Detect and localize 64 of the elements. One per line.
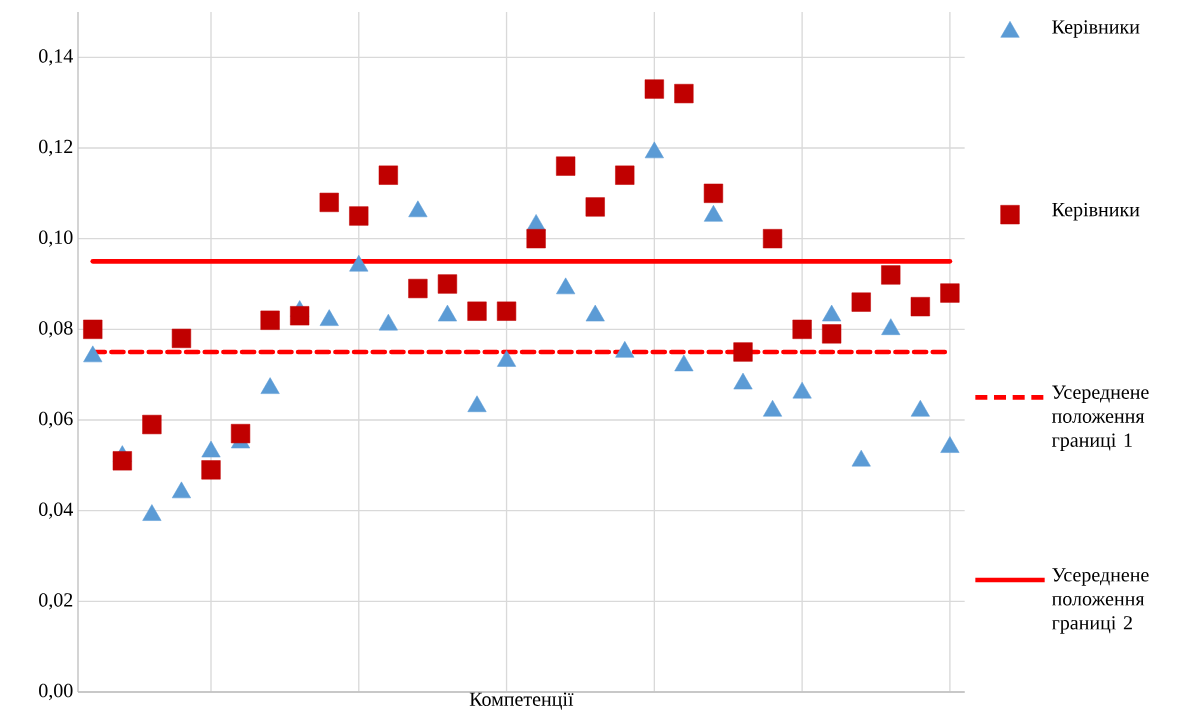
point xyxy=(408,200,428,218)
point xyxy=(822,304,842,322)
point xyxy=(910,297,930,317)
point xyxy=(349,254,369,272)
y-tick-label: 0,12 xyxy=(39,139,73,157)
y-tick-label: 0,04 xyxy=(39,502,73,519)
point xyxy=(940,283,960,303)
point xyxy=(585,197,605,217)
point xyxy=(733,372,753,390)
legend-label: Керівники xyxy=(1052,202,1140,221)
point xyxy=(260,310,280,330)
point xyxy=(290,306,310,326)
point xyxy=(703,183,724,203)
x-axis-title: Компетенції xyxy=(469,692,574,710)
point xyxy=(851,292,871,312)
point xyxy=(319,309,339,326)
y-tick-label: 0,02 xyxy=(39,593,73,610)
point xyxy=(940,436,960,453)
point xyxy=(792,381,812,399)
legend-label: Керівники xyxy=(1052,20,1140,38)
point xyxy=(467,395,487,412)
point xyxy=(644,79,664,99)
point xyxy=(822,324,842,344)
point xyxy=(378,313,398,331)
point xyxy=(615,165,635,185)
point xyxy=(408,278,428,299)
point xyxy=(378,165,398,185)
y-tick-label: 0,10 xyxy=(39,230,73,247)
point xyxy=(497,350,517,367)
point xyxy=(556,156,576,176)
point xyxy=(674,83,694,104)
point xyxy=(260,377,280,394)
legend-label: Усереднене положення границі 1 xyxy=(1051,385,1149,451)
point xyxy=(910,399,930,417)
point xyxy=(763,399,783,417)
y-tick-label: 0,08 xyxy=(39,321,73,338)
point xyxy=(467,301,487,321)
point xyxy=(762,229,783,249)
point xyxy=(615,341,635,358)
point xyxy=(171,328,192,348)
point xyxy=(556,277,576,295)
point xyxy=(437,304,457,322)
point xyxy=(881,265,901,285)
point xyxy=(319,192,339,212)
point xyxy=(526,229,546,249)
point xyxy=(437,274,458,294)
y-tick-label: 0,14 xyxy=(39,49,73,66)
point xyxy=(201,440,221,458)
point xyxy=(83,345,103,363)
point xyxy=(733,342,753,362)
point xyxy=(792,319,812,339)
point xyxy=(349,206,369,226)
point xyxy=(142,504,162,521)
point xyxy=(881,318,901,335)
legend-label: Усереднене положення границі 2 xyxy=(1051,568,1149,634)
point xyxy=(171,481,191,499)
point xyxy=(496,301,517,321)
y-tick-label: 0,00 xyxy=(39,683,73,701)
point xyxy=(703,205,723,222)
y-tick-label: 0,06 xyxy=(39,411,73,429)
point xyxy=(851,449,871,467)
point xyxy=(674,354,694,372)
point xyxy=(585,304,605,322)
point xyxy=(83,319,103,339)
